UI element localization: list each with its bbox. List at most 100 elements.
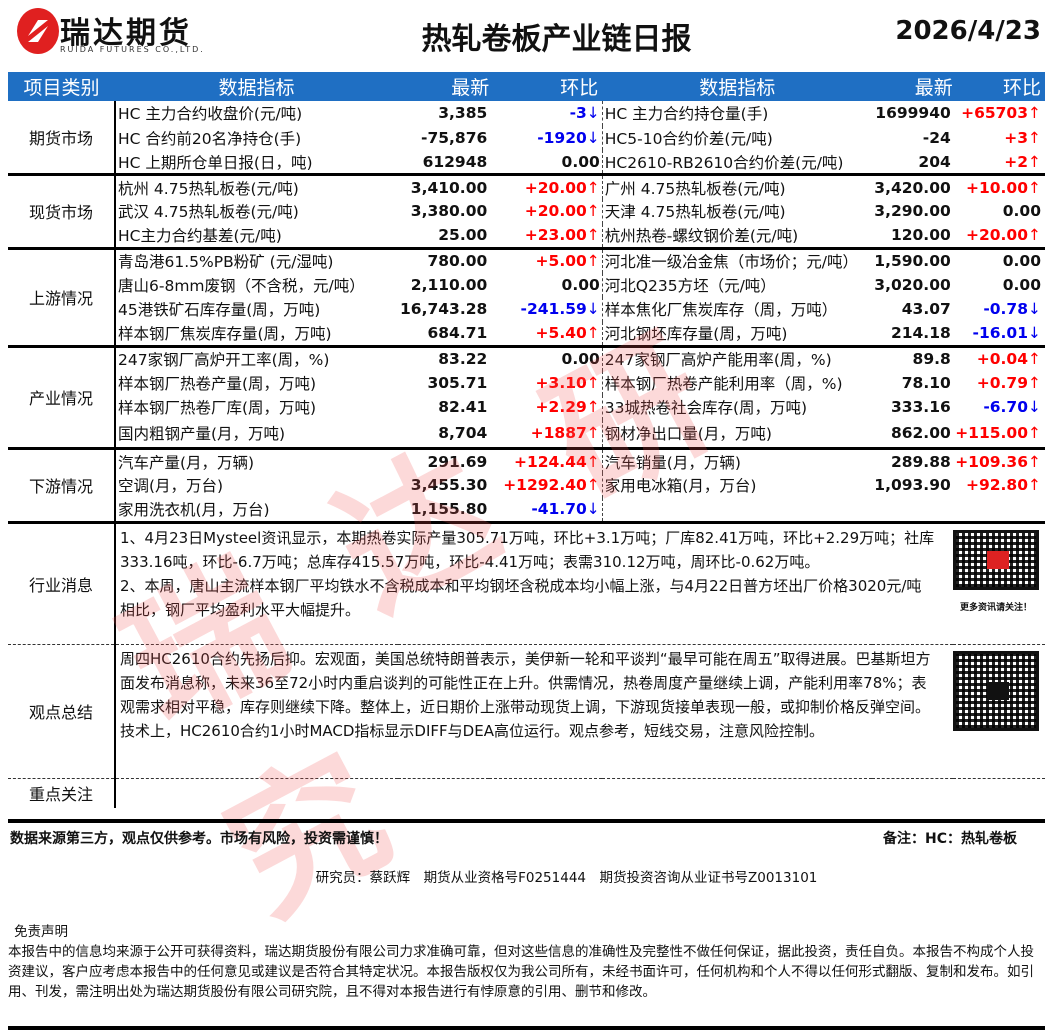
indicator-latest: 1699940 xyxy=(875,104,951,123)
table-row: 样本钢厂热卷产量(周，万吨) 305.71 +3.10样本钢厂热卷产能利用率（周，%… xyxy=(8,370,1045,395)
indicator-name xyxy=(602,498,872,523)
indicator-change: -3 xyxy=(570,104,600,122)
indicator-change: +3 xyxy=(1004,129,1041,147)
col-latest: 最新 xyxy=(398,72,490,101)
report-title: 热轧卷板产业链日报 xyxy=(421,22,692,57)
indicator-name: 国内粗钢产量(月，万吨) xyxy=(118,425,286,444)
col-change-2: 环比 xyxy=(952,72,1045,101)
table-row: HC 合约前20名净持仓(手) -75,876 -1920HC5-10合约价差(元/… xyxy=(8,125,1045,150)
indicator-change: +0.79 xyxy=(977,374,1041,392)
table-row: 武汉 4.75热轧板卷(元/吨) 3,380.00 +20.00天津 4.75热轧板… xyxy=(8,199,1045,224)
indicator-change: -16.01 xyxy=(973,324,1041,342)
indicator-name: 河北钢坯库存量(周，万吨) xyxy=(604,325,788,343)
table-row: 家用洗衣机(月，万台) 1,155.80 -41.70 xyxy=(8,497,1045,523)
report-header: 瑞达期货 RUIDA FUTURES CO.,LTD. 热轧卷板产业链日报 20… xyxy=(0,0,1053,70)
table-row: 45港铁矿石库存量(周，万吨) 16,743.28 -241.59样本焦化厂焦炭库存… xyxy=(8,297,1045,322)
indicator-change: +5.40 xyxy=(536,324,600,342)
indicator-latest: 204 xyxy=(918,152,951,171)
col-latest-2: 最新 xyxy=(872,72,953,101)
category-label: 产业情况 xyxy=(8,344,116,449)
indicator-change: 0.00 xyxy=(1002,275,1041,294)
indicator-latest: 120.00 xyxy=(890,226,951,244)
indicator-latest: 78.10 xyxy=(901,373,951,392)
category-label: 期货市场 xyxy=(8,101,116,175)
table-row: 样本钢厂焦炭库存量(周，万吨) 684.71 +5.40河北钢坯库存量(周，万吨) 2… xyxy=(8,321,1045,346)
indicator-name: 样本钢厂热卷厂库(周，万吨) xyxy=(118,399,317,418)
indicator-latest: 3,020.00 xyxy=(874,275,951,294)
indicator-latest: 25.00 xyxy=(438,226,488,244)
view-text: 周四HC2610合约先扬后抑。宏观面，美国总统特朗普表示，美伊新一轮和平谈判“最… xyxy=(120,649,931,740)
indicator-name: HC5-10合约价差(元/吨) xyxy=(604,129,773,148)
indicator-name: 家用洗衣机(月，万台) xyxy=(118,501,270,519)
abbrev-note: 备注：HC：热轧卷板 xyxy=(883,831,1017,847)
indicator-latest: 3,420.00 xyxy=(872,173,953,199)
qr-code-wechat xyxy=(951,650,1041,731)
indicator-latest: 305.71 xyxy=(427,373,488,392)
qr-code-app: 更多资讯请关注！ xyxy=(951,529,1041,620)
indicator-name: 空调(月，万台) xyxy=(118,477,224,496)
col-category: 项目类别 xyxy=(8,72,115,101)
indicator-latest: 16,743.28 xyxy=(400,300,488,319)
indicator-change: +0.04 xyxy=(977,350,1041,368)
indicator-name: 样本钢厂热卷产能利用率（周，%) xyxy=(604,374,843,393)
indicator-name: 河北Q235方坯（元/吨） xyxy=(604,276,776,295)
indicator-change: +20.00 xyxy=(525,202,600,220)
brand-english: RUIDA FUTURES CO.,LTD. xyxy=(60,45,205,54)
category-label: 现货市场 xyxy=(8,173,116,248)
table-row: HC 上期所仓单日报(日，吨) 612948 0.00 HC2610-RB2610合约… xyxy=(8,150,1045,175)
indicator-change: +2 xyxy=(1004,153,1041,171)
divider xyxy=(8,819,1045,823)
news-label: 行业消息 xyxy=(8,520,116,644)
indicator-name: HC 合约前20名净持仓(手) xyxy=(118,129,302,148)
indicator-name: 广州 4.75热轧板卷(元/吨) xyxy=(602,173,873,199)
indicator-name: 杭州热卷-螺纹钢价差(元/吨) xyxy=(604,227,799,245)
indicator-name: 武汉 4.75热轧板卷(元/吨) xyxy=(118,203,299,222)
col-change: 环比 xyxy=(489,72,603,101)
indicator-change: 0.00 xyxy=(561,275,600,294)
view-label: 观点总结 xyxy=(8,643,116,778)
col-indicator-2: 数据指标 xyxy=(602,72,873,101)
indicator-name: HC 主力合约收盘价(元/吨) xyxy=(118,105,303,124)
focus-row: 重点关注 xyxy=(8,777,1045,808)
indicator-change: +20.00 xyxy=(525,179,600,197)
indicator-name: 样本焦化厂焦炭库存（周，万吨） xyxy=(604,301,838,320)
indicator-latest: 2,110.00 xyxy=(410,275,488,294)
indicator-change: -241.59 xyxy=(521,300,600,318)
view-row: 观点总结 周四HC2610合约先扬后抑。宏观面，美国总统特朗普表示，美伊新一轮和… xyxy=(8,643,1045,778)
indicator-name: 河北准一级冶金焦（市场价；元/吨） xyxy=(602,246,873,273)
table-header-row: 项目类别 数据指标 最新 环比 数据指标 最新 环比 xyxy=(8,72,1045,101)
researcher-info: 研究员：蔡跃辉 期货从业资格号F0251444 期货投资咨询从业证书号Z0013… xyxy=(315,870,818,886)
ruida-logo-icon xyxy=(17,8,59,54)
indicator-latest: 83.22 xyxy=(398,344,490,371)
indicator-change: +10.00 xyxy=(966,179,1041,197)
indicator-change: 0.00 xyxy=(1002,202,1041,221)
indicator-latest: 3,380.00 xyxy=(410,202,488,221)
indicator-name: 汽车销量(月，万辆) xyxy=(602,447,873,473)
indicator-latest: -24 xyxy=(922,128,951,147)
indicator-name: 45港铁矿石库存量(周，万吨) xyxy=(118,301,321,320)
indicator-change: +3.10 xyxy=(536,374,600,392)
risk-note: 数据来源第三方，观点仅供参考。市场有风险，投资需谨慎！ xyxy=(10,831,388,847)
indicator-change: -0.78 xyxy=(983,300,1041,318)
indicator-change: -41.70 xyxy=(531,500,599,518)
indicator-latest: 612948 xyxy=(422,152,488,171)
indicator-latest: 1,093.90 xyxy=(874,476,951,495)
indicator-name: 汽车产量(月，万辆) xyxy=(115,447,398,473)
indicator-name: HC主力合约基差(元/吨) xyxy=(118,227,282,245)
indicator-change: +2.29 xyxy=(536,398,600,416)
indicator-change: -6.70 xyxy=(983,398,1041,416)
indicator-latest: 780.00 xyxy=(398,246,490,273)
indicator-change: +5.00 xyxy=(536,252,600,270)
indicator-latest: 43.07 xyxy=(901,300,951,319)
indicator-name: 杭州 4.75热轧板卷(元/吨) xyxy=(115,173,398,199)
indicator-latest: 3,290.00 xyxy=(874,202,951,221)
indicator-name: HC2610-RB2610合约价差(元/吨) xyxy=(604,153,844,172)
indicator-latest: 214.18 xyxy=(890,324,951,342)
disclaimer-text: 本报告中的信息均来源于公开可获得资料，瑞达期货股份有限公司力求准确可靠，但对这些… xyxy=(8,944,1034,1000)
indicator-change: +20.00 xyxy=(966,226,1041,244)
indicator-latest: 1,155.80 xyxy=(410,500,488,518)
table-row: 样本钢厂热卷厂库(周，万吨) 82.41 +2.2933城热卷社会库存(周，万吨) 3… xyxy=(8,395,1045,420)
